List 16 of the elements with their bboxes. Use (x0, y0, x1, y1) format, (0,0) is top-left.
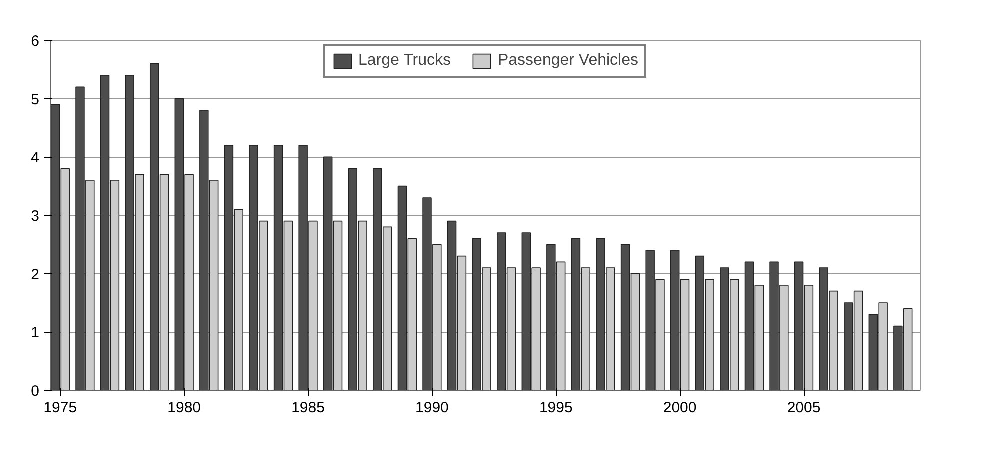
x-tick-label: 2000 (663, 400, 697, 416)
x-tick-label: 1980 (168, 400, 202, 416)
legend-label: Passenger Vehicles (498, 52, 639, 70)
y-tick-label: 2 (31, 266, 40, 284)
x-tick-label: 1995 (539, 400, 573, 416)
y-tick-label: 6 (31, 33, 40, 50)
y-tick-label: 0 (31, 383, 40, 400)
legend-label: Large Trucks (358, 52, 451, 70)
x-tick-label: 1975 (44, 400, 78, 416)
x-tick-label: 1985 (292, 400, 325, 416)
y-tick-label: 1 (31, 324, 40, 342)
y-tick-label: 3 (31, 208, 40, 225)
y-tick-label: 4 (31, 150, 40, 167)
y-tick-label: 5 (31, 91, 40, 108)
x-tick-label: 1990 (416, 400, 449, 416)
x-tick-label: 2005 (787, 400, 821, 416)
